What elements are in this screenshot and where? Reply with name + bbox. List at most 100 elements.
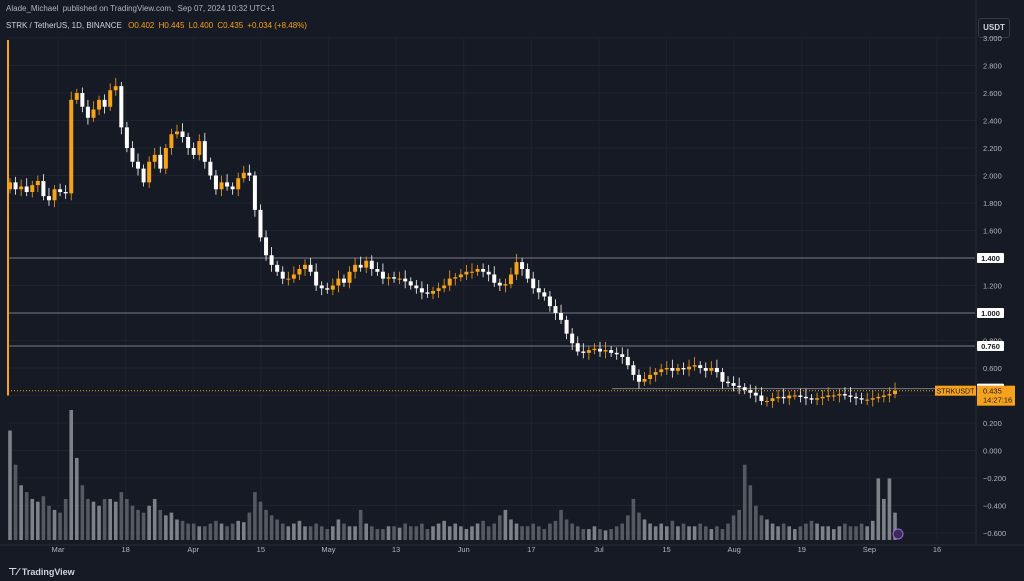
candle-body xyxy=(319,285,324,289)
candle-body xyxy=(453,277,458,279)
volume-bar xyxy=(631,498,636,540)
volume-bar xyxy=(776,526,780,540)
candle-body xyxy=(486,271,491,275)
volume-bar xyxy=(108,498,112,540)
candle-body xyxy=(592,348,597,351)
y-tick-label: 2.400 xyxy=(983,117,1002,126)
candle-body xyxy=(826,395,831,397)
candle-body xyxy=(269,255,274,265)
volume-bar xyxy=(214,520,218,540)
volume-bar xyxy=(141,512,146,540)
open-value: O0.402 xyxy=(128,21,155,30)
volume-bar xyxy=(24,492,29,540)
volume-bar xyxy=(609,529,613,540)
candle-body xyxy=(85,106,90,118)
candle-body xyxy=(854,396,859,399)
candle-body xyxy=(659,369,664,373)
volume-bar xyxy=(80,485,85,540)
volume-bar xyxy=(831,529,836,540)
volume-bar xyxy=(447,526,452,540)
last-price-label: 0.435 xyxy=(983,387,1002,396)
candle-body xyxy=(152,154,157,162)
candle-body xyxy=(631,365,636,375)
volume-bar xyxy=(815,523,819,540)
publish-header: Alade_Michael published on TradingView.c… xyxy=(6,4,277,16)
candle-body xyxy=(230,186,235,190)
volume-bar xyxy=(843,523,847,540)
volume-bar xyxy=(676,526,680,540)
x-tick-label: Sep xyxy=(863,545,876,554)
volume-bar xyxy=(492,523,497,540)
volume-bar xyxy=(58,512,62,540)
volume-bar xyxy=(186,523,190,540)
candle-body xyxy=(436,288,441,291)
candle-body xyxy=(431,291,436,294)
candle-body xyxy=(837,394,842,396)
y-tick-label: 0.200 xyxy=(983,419,1002,428)
candle-body xyxy=(358,264,363,268)
volume-bar xyxy=(536,526,541,540)
candle-body xyxy=(570,333,575,344)
candle-body xyxy=(547,296,552,307)
candle-body xyxy=(876,396,881,399)
candle-body xyxy=(598,348,602,352)
volume-bar xyxy=(119,492,124,540)
candle-body xyxy=(141,168,146,183)
symbol-label: STRK / TetherUS, 1D, BINANCE xyxy=(6,21,122,30)
candle-body xyxy=(102,99,107,107)
candle-body xyxy=(380,271,385,279)
candle-body xyxy=(280,271,285,279)
candle-body xyxy=(197,141,202,155)
candle-body xyxy=(803,396,808,399)
volume-bar xyxy=(280,523,285,540)
tradingview-logo: ⊤⁄ TradingView xyxy=(8,567,75,578)
volume-bar xyxy=(208,523,213,540)
volume-bar xyxy=(703,526,708,540)
volume-bar xyxy=(486,526,491,540)
volume-bar xyxy=(69,410,74,540)
candle-body xyxy=(458,274,463,278)
volume-bar xyxy=(303,526,307,540)
volume-bar xyxy=(91,501,96,540)
candle-body xyxy=(542,292,547,297)
volume-bar xyxy=(8,430,12,540)
volume-bar xyxy=(759,515,764,540)
y-tick-label: −0.200 xyxy=(983,474,1006,483)
volume-bar xyxy=(793,529,797,540)
candle-body xyxy=(614,352,619,355)
candle-body xyxy=(408,281,413,286)
volume-bar xyxy=(314,523,318,540)
candle-body xyxy=(792,395,797,397)
candle-body xyxy=(642,379,647,382)
candle-body xyxy=(481,269,486,272)
volume-bar xyxy=(63,498,68,540)
x-tick-label: Jul xyxy=(594,545,604,554)
candle-body xyxy=(202,141,207,162)
candle-body xyxy=(397,278,402,280)
currency-button[interactable]: USDT xyxy=(978,18,1010,38)
candle-body xyxy=(330,285,335,290)
candle-body xyxy=(870,398,875,400)
volume-bar xyxy=(664,526,669,540)
candle-body xyxy=(748,390,753,393)
low-value: L0.400 xyxy=(188,21,214,30)
y-tick-label: −0.600 xyxy=(983,529,1006,538)
volume-bar xyxy=(520,526,524,540)
candle-body xyxy=(698,365,703,368)
x-tick-label: 13 xyxy=(392,545,400,554)
candle-body xyxy=(848,395,853,397)
candle-body xyxy=(609,350,614,353)
volume-bar xyxy=(431,526,435,540)
volume-bar xyxy=(275,519,279,540)
volume-bar xyxy=(125,498,129,540)
volume-bar xyxy=(364,523,369,540)
candle-body xyxy=(136,161,141,169)
candle-body xyxy=(169,134,174,148)
candle-body xyxy=(503,284,508,286)
volume-bar xyxy=(876,478,881,540)
volume-bar xyxy=(308,526,313,540)
volume-bar xyxy=(375,529,380,540)
candle-body xyxy=(236,178,241,190)
volume-bar xyxy=(147,505,151,540)
